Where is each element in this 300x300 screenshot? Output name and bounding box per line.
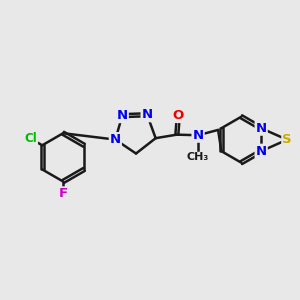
Text: N: N	[110, 133, 121, 146]
Text: N: N	[193, 129, 204, 142]
Text: CH₃: CH₃	[187, 152, 209, 162]
Text: N: N	[256, 122, 267, 135]
Text: F: F	[58, 188, 68, 200]
Text: N: N	[117, 109, 128, 122]
Text: N: N	[256, 145, 267, 158]
Text: O: O	[173, 109, 184, 122]
Text: N: N	[142, 108, 153, 121]
Text: Cl: Cl	[24, 132, 37, 145]
Text: S: S	[282, 133, 292, 146]
